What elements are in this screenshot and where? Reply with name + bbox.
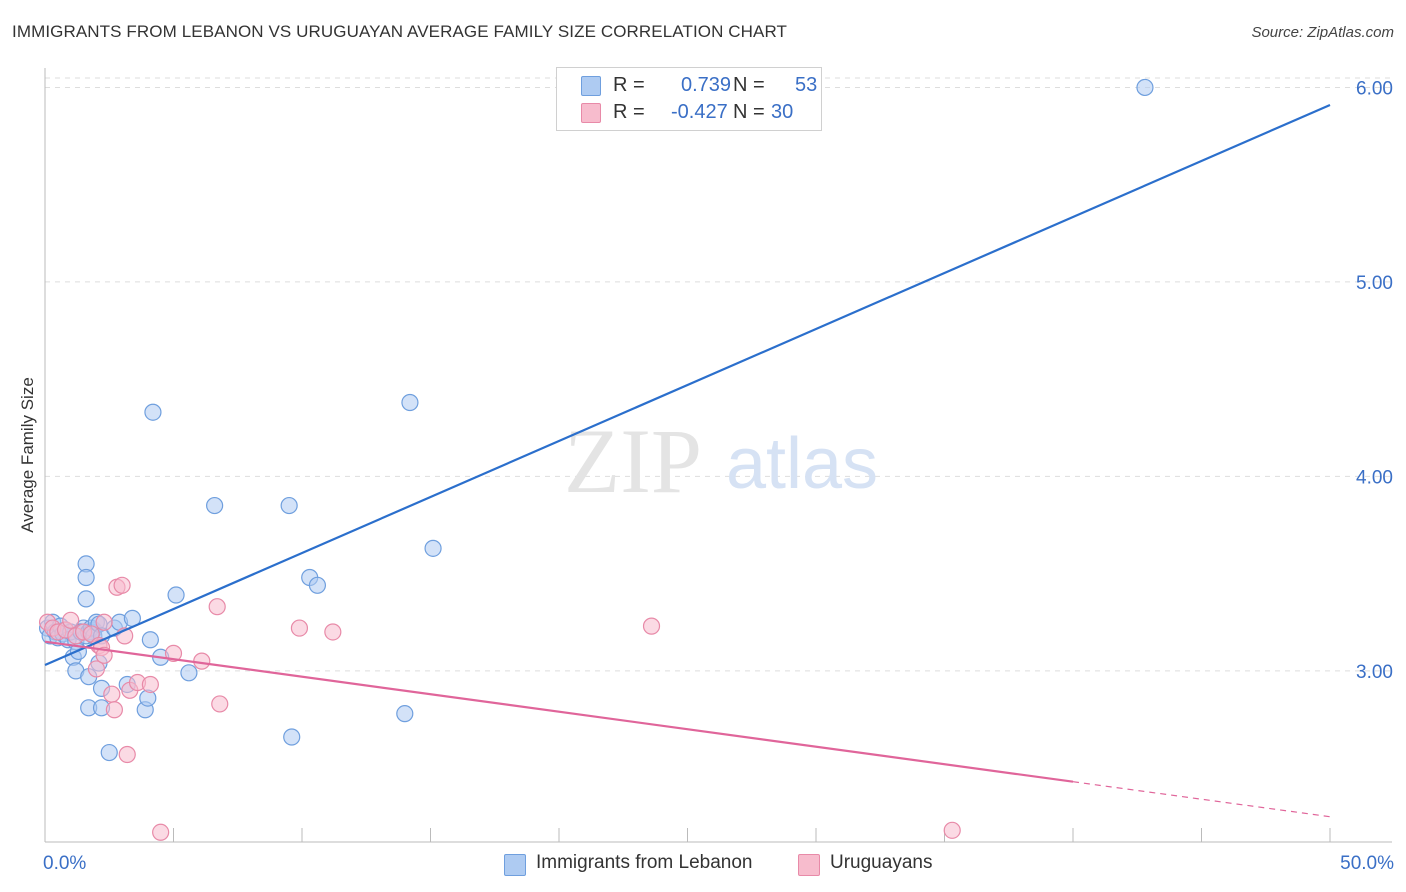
uruguayan-point	[193, 652, 211, 670]
legend-r-label: R =	[613, 101, 645, 123]
uruguayan-point	[118, 745, 136, 764]
uruguayan-point	[290, 619, 309, 637]
legend-n-value: 53	[795, 74, 818, 96]
watermark-atlas: atlas	[726, 424, 878, 504]
legend-n-label: N =	[733, 101, 765, 123]
tick-labels: 3.00 4.00 5.00 6.00 0.0% 50.0%	[43, 78, 1394, 874]
lebanon-point	[144, 403, 162, 421]
uruguayan-point	[62, 611, 80, 629]
lebanon-point	[141, 631, 159, 649]
bottom-legend-swatch-blue	[504, 854, 526, 876]
watermark-zip: ZIP	[564, 410, 702, 512]
lebanon-trend-line	[44, 103, 1331, 667]
trend-lines	[44, 103, 1331, 818]
x-tick-label: 0.0%	[43, 853, 86, 874]
bottom-legend-label: Uruguayans	[830, 852, 933, 873]
legend-n-label: N =	[733, 74, 765, 96]
legend-swatch-blue	[581, 76, 601, 96]
lebanon-point	[396, 705, 414, 723]
lebanon-point	[401, 393, 419, 412]
source-label: Source: ZipAtlas.com	[1251, 24, 1394, 41]
lebanon-point	[100, 743, 118, 762]
lebanon-point	[167, 586, 185, 604]
legend-r-value: -0.427	[671, 101, 728, 123]
lebanon-point	[280, 496, 298, 515]
y-tick-label: 4.00	[1356, 467, 1393, 488]
uruguayan-trend-line	[44, 640, 1074, 783]
axes	[44, 68, 1392, 843]
lebanon-point	[77, 590, 95, 608]
uruguayan-point	[208, 598, 226, 616]
uruguayan-point	[87, 660, 106, 678]
legend-r-value: 0.739	[681, 74, 732, 96]
uruguayan-point	[211, 695, 229, 713]
data-points	[38, 78, 1154, 841]
uruguayan-point	[164, 644, 183, 662]
bottom-legend-label: Immigrants from Lebanon	[536, 852, 753, 873]
legend-r-label: R =	[613, 74, 645, 96]
lebanon-point	[308, 576, 327, 594]
uruguayan-point	[141, 675, 159, 694]
lebanon-point	[206, 496, 224, 515]
y-tick-label: 5.00	[1356, 273, 1393, 294]
legend-n-value: 30	[771, 101, 794, 123]
y-tick-label: 6.00	[1356, 78, 1393, 99]
lebanon-point	[424, 539, 442, 557]
stats-legend: R = 0.739 N = 53 R = -0.427 N = 30	[556, 67, 822, 131]
chart-title: IMMIGRANTS FROM LEBANON VS URUGUAYAN AVE…	[12, 22, 788, 41]
uruguayan-trend-extension	[1072, 781, 1331, 818]
uruguayan-point	[103, 685, 121, 703]
uruguayan-point	[113, 576, 131, 594]
lebanon-point	[283, 728, 301, 746]
lebanon-point	[77, 568, 95, 587]
uruguayan-point	[152, 823, 170, 841]
uruguayan-point	[105, 701, 123, 719]
x-tick-label: 50.0%	[1340, 853, 1394, 874]
lebanon-point	[180, 664, 198, 682]
bottom-legend-swatch-pink	[798, 854, 820, 876]
legend-swatch-pink	[581, 103, 601, 123]
uruguayan-point	[324, 623, 342, 641]
uruguayan-point	[642, 617, 661, 635]
uruguayan-point	[95, 613, 113, 631]
watermark: ZIP atlas	[564, 410, 878, 512]
lebanon-point	[1136, 78, 1154, 97]
uruguayan-point	[943, 821, 961, 839]
y-tick-label: 3.00	[1356, 662, 1393, 683]
